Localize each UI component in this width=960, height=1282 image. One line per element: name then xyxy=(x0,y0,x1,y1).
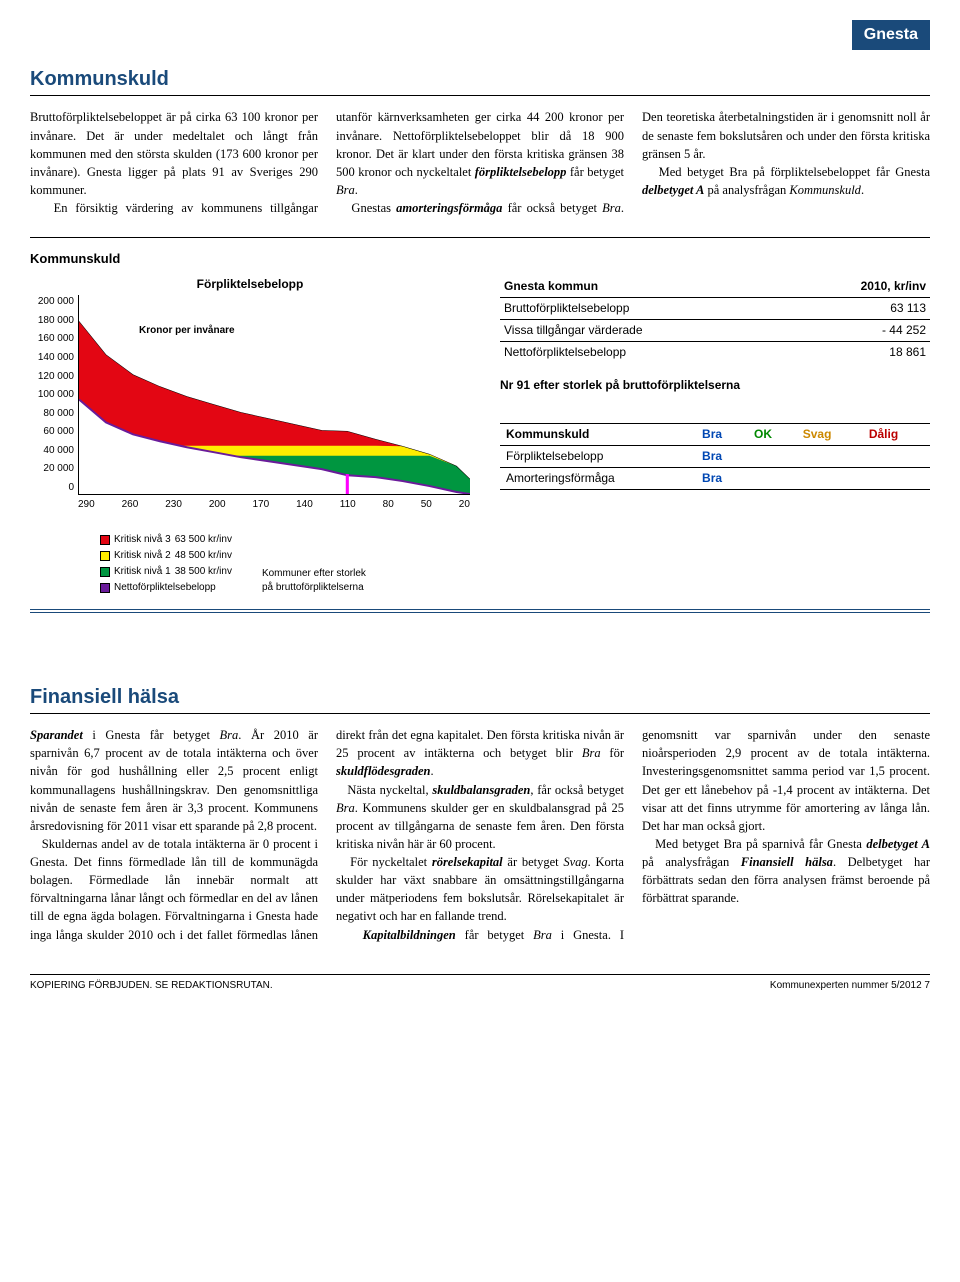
info-header-left: Gnesta kommun xyxy=(500,276,787,297)
info-header-right: 2010, kr/inv xyxy=(787,276,931,297)
info-label: Nettoförpliktelsebelopp xyxy=(500,341,787,362)
rating-cell xyxy=(863,467,930,489)
x-tick: 230 xyxy=(165,498,182,512)
x-tick: 260 xyxy=(122,498,139,512)
chart-left: Förpliktelsebelopp 0 20 000 40 000 60 000 80… xyxy=(30,276,470,595)
footer-left: KOPIERING FÖRBJUDEN. SE REDAKTIONSRUTAN. xyxy=(30,979,273,993)
chart-block-title: Kommunskuld xyxy=(30,250,930,268)
y-tick: 160 000 xyxy=(30,332,74,346)
rating-cell xyxy=(797,467,863,489)
rating-header: Dålig xyxy=(863,424,930,446)
x-tick: 290 xyxy=(78,498,95,512)
info-row: Bruttoförpliktelsebelopp63 113 xyxy=(500,298,930,320)
section1-body: Bruttoförpliktelsebeloppet är på cirka 6… xyxy=(30,108,930,217)
x-tick: 20 xyxy=(459,498,470,512)
legend-value: 63 500 kr/inv xyxy=(175,533,232,547)
chart-area: 0 20 000 40 000 60 000 80 000 100 000 120 000 1… xyxy=(30,295,470,515)
legend-label: Kritisk nivå 3 xyxy=(114,533,171,547)
rating-header: Bra xyxy=(696,424,748,446)
footer: KOPIERING FÖRBJUDEN. SE REDAKTIONSRUTAN.… xyxy=(30,974,930,993)
chart-block: Kommunskuld Förpliktelsebelopp 0 20 000 40… xyxy=(30,237,930,613)
x-tick: 140 xyxy=(296,498,313,512)
section1-title: Kommunskuld xyxy=(30,65,930,96)
rank-note: Nr 91 efter storlek på bruttoförpliktels… xyxy=(500,377,930,394)
info-label: Vissa tillgångar värderade xyxy=(500,319,787,341)
rating-cell xyxy=(863,446,930,468)
info-value: - 44 252 xyxy=(787,319,931,341)
legend-label: Kritisk nivå 2 xyxy=(114,549,171,563)
y-tick: 80 000 xyxy=(30,407,74,421)
y-axis-label: Kronor per invånare xyxy=(139,325,235,337)
rating-row: AmorteringsförmågaBra xyxy=(500,467,930,489)
rating-header: OK xyxy=(748,424,797,446)
legend-label: Nettoförpliktelsebelopp xyxy=(114,581,216,595)
header-tag: Gnesta xyxy=(30,20,930,50)
legend-swatch xyxy=(100,551,110,561)
y-tick: 60 000 xyxy=(30,425,74,439)
rating-header: Kommunskuld xyxy=(500,424,696,446)
legend-caption: Kommuner efter storlek på bruttoförplikt… xyxy=(262,533,366,595)
legend-item: Nettoförpliktelsebelopp xyxy=(100,581,232,595)
x-tick: 110 xyxy=(340,498,356,512)
rating-cell xyxy=(748,467,797,489)
y-tick: 0 xyxy=(30,481,74,495)
x-tick: 170 xyxy=(253,498,270,512)
rating-cell: Förpliktelsebelopp xyxy=(500,446,696,468)
chart-right: Gnesta kommun 2010, kr/inv Bruttoförplik… xyxy=(500,276,930,595)
chart-inner-title: Förpliktelsebelopp xyxy=(30,276,470,293)
legend: Kritisk nivå 3 63 500 kr/invKritisk nivå… xyxy=(100,533,470,595)
y-axis: 0 20 000 40 000 60 000 80 000 100 000 120 000 1… xyxy=(30,295,78,495)
rating-table: KommunskuldBraOKSvagDålig Förpliktelsebe… xyxy=(500,423,930,489)
footer-right: Kommunexperten nummer 5/2012 7 xyxy=(770,979,930,993)
info-value: 18 861 xyxy=(787,341,931,362)
legend-swatch xyxy=(100,567,110,577)
section2-body: Sparandet i Gnesta får betyget Bra. År 2… xyxy=(30,726,930,944)
legend-item: Kritisk nivå 2 48 500 kr/inv xyxy=(100,549,232,563)
info-row: Nettoförpliktelsebelopp18 861 xyxy=(500,341,930,362)
legend-swatch xyxy=(100,535,110,545)
x-tick: 50 xyxy=(421,498,432,512)
rating-cell: Amorteringsförmåga xyxy=(500,467,696,489)
rating-cell: Bra xyxy=(696,446,748,468)
y-tick: 200 000 xyxy=(30,295,74,309)
rating-cell: Bra xyxy=(696,467,748,489)
municipality-name: Gnesta xyxy=(852,20,930,50)
y-tick: 140 000 xyxy=(30,351,74,365)
info-value: 63 113 xyxy=(787,298,931,320)
info-label: Bruttoförpliktelsebelopp xyxy=(500,298,787,320)
rating-header: Svag xyxy=(797,424,863,446)
plot: Kronor per invånare xyxy=(78,295,470,495)
info-table: Gnesta kommun 2010, kr/inv Bruttoförplik… xyxy=(500,276,930,362)
y-tick: 40 000 xyxy=(30,444,74,458)
legend-item: Kritisk nivå 3 63 500 kr/inv xyxy=(100,533,232,547)
legend-item: Kritisk nivå 1 38 500 kr/inv xyxy=(100,565,232,579)
legend-value: 38 500 kr/inv xyxy=(175,565,232,579)
legend-label: Kritisk nivå 1 xyxy=(114,565,171,579)
x-tick: 80 xyxy=(383,498,394,512)
info-row: Vissa tillgångar värderade- 44 252 xyxy=(500,319,930,341)
x-tick: 200 xyxy=(209,498,226,512)
y-tick: 120 000 xyxy=(30,370,74,384)
section2-title: Finansiell hälsa xyxy=(30,683,930,714)
x-axis: 290 260 230 200 170 140 110 80 50 20 xyxy=(78,495,470,512)
rating-cell xyxy=(748,446,797,468)
y-tick: 180 000 xyxy=(30,314,74,328)
legend-value: 48 500 kr/inv xyxy=(175,549,232,563)
rating-cell xyxy=(797,446,863,468)
y-tick: 20 000 xyxy=(30,462,74,476)
legend-swatch xyxy=(100,583,110,593)
y-tick: 100 000 xyxy=(30,388,74,402)
rating-row: FörpliktelsebeloppBra xyxy=(500,446,930,468)
